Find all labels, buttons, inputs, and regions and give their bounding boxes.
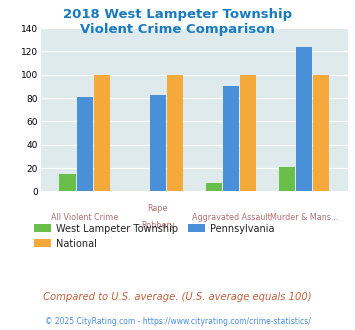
Bar	[279, 167, 295, 191]
Bar	[206, 183, 222, 191]
Bar	[240, 75, 256, 191]
Bar	[296, 47, 312, 191]
Bar	[223, 86, 239, 191]
Bar	[77, 97, 93, 191]
Bar	[150, 95, 166, 191]
Text: 2018 West Lampeter Township: 2018 West Lampeter Township	[63, 8, 292, 21]
Legend: West Lampeter Township, National, Pennsylvania: West Lampeter Township, National, Pennsy…	[30, 220, 279, 252]
Text: Murder & Mans...: Murder & Mans...	[270, 213, 338, 222]
Bar	[167, 75, 183, 191]
Text: Violent Crime Comparison: Violent Crime Comparison	[80, 23, 275, 36]
Bar	[60, 174, 76, 191]
Text: Robbery: Robbery	[141, 221, 175, 230]
Text: All Violent Crime: All Violent Crime	[51, 213, 118, 222]
Text: © 2025 CityRating.com - https://www.cityrating.com/crime-statistics/: © 2025 CityRating.com - https://www.city…	[45, 317, 310, 326]
Text: Compared to U.S. average. (U.S. average equals 100): Compared to U.S. average. (U.S. average …	[43, 292, 312, 302]
Bar	[313, 75, 329, 191]
Text: Rape: Rape	[148, 205, 168, 214]
Text: Aggravated Assault: Aggravated Assault	[192, 213, 270, 222]
Bar	[94, 75, 110, 191]
